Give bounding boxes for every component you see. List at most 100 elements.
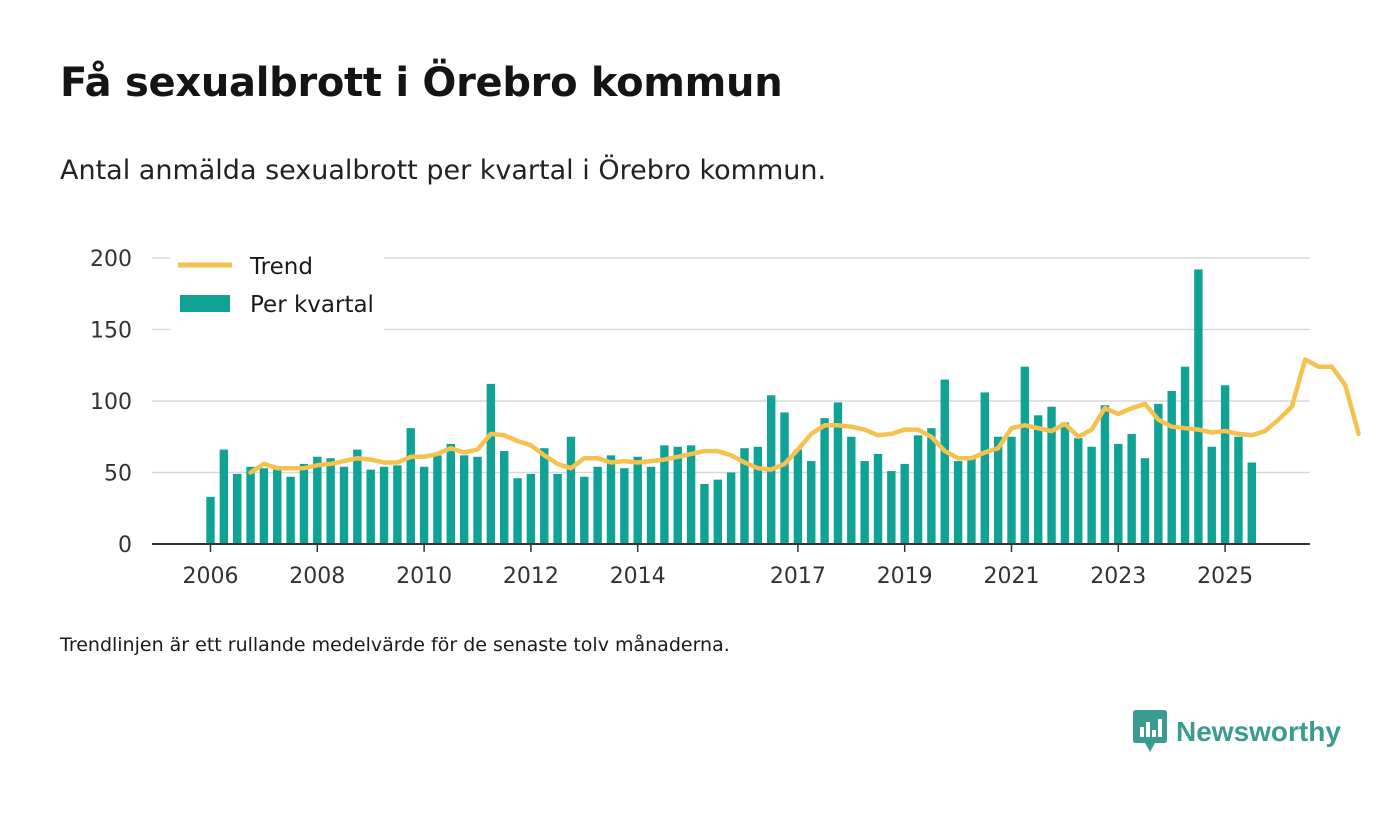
bar <box>913 435 923 544</box>
bar <box>259 468 269 544</box>
x-tick-label: 2023 <box>1090 564 1146 589</box>
newsworthy-logo-icon <box>1133 710 1167 752</box>
brand-logo: Newsworthy <box>1133 710 1341 754</box>
bar <box>206 496 215 544</box>
bar <box>513 478 522 544</box>
bar <box>473 456 482 544</box>
bar <box>807 461 816 544</box>
legend-bar-swatch <box>180 295 230 312</box>
bar <box>1180 366 1190 544</box>
bar <box>633 456 642 544</box>
bar <box>500 451 509 544</box>
chart-legend: Trend Per kvartal <box>170 250 384 332</box>
bar <box>339 466 349 544</box>
bar <box>326 458 335 544</box>
brand-name: Newsworthy <box>1176 716 1341 747</box>
bar <box>927 428 936 544</box>
bar <box>553 473 562 544</box>
bar <box>1047 406 1056 544</box>
bar <box>820 418 829 544</box>
x-tick-label: 2006 <box>183 564 239 589</box>
trend-series <box>248 357 1361 475</box>
bar <box>1100 405 1110 544</box>
chart-subtitle: Antal anmälda sexualbrott per kvartal i … <box>60 155 827 186</box>
bar <box>700 483 709 544</box>
bar <box>726 472 736 544</box>
bar <box>793 449 803 544</box>
bar <box>967 458 976 544</box>
bar <box>646 466 656 544</box>
bar <box>219 449 229 544</box>
bar <box>833 402 843 544</box>
bar <box>379 466 389 544</box>
bar <box>673 446 682 544</box>
x-tick-label: 2012 <box>503 564 559 589</box>
bar <box>686 445 696 544</box>
bar <box>847 436 856 544</box>
legend-trend-label: Trend <box>249 254 313 280</box>
bar <box>580 476 589 544</box>
x-tick-label: 2008 <box>289 564 345 589</box>
bar <box>1234 436 1243 544</box>
bar <box>1194 269 1203 544</box>
bar <box>419 466 429 544</box>
y-tick-label: 200 <box>90 247 132 272</box>
x-tick-label: 2014 <box>610 564 666 589</box>
bar <box>486 383 496 544</box>
bar <box>593 466 602 544</box>
quarterly-bar-chart: 0 50 100 150 200 2006 2008 2010 2012 2014 2017 2019… <box>90 247 1361 589</box>
bar <box>566 436 576 544</box>
bar <box>1034 415 1043 544</box>
y-tick-label: 150 <box>90 319 132 344</box>
bar <box>393 465 402 544</box>
bar <box>1127 433 1136 544</box>
bar <box>1220 385 1230 544</box>
bar <box>540 448 549 544</box>
x-tick-label: 2010 <box>396 564 452 589</box>
bar <box>366 469 375 544</box>
bar <box>406 428 415 544</box>
bar-series <box>206 269 1256 544</box>
bar <box>526 473 536 544</box>
bar <box>780 412 789 544</box>
x-tick-label: 2017 <box>770 564 826 589</box>
bar <box>713 479 722 544</box>
bar <box>1207 446 1216 544</box>
legend-bar-label: Per kvartal <box>250 292 374 318</box>
bar <box>299 463 309 544</box>
bar <box>860 461 869 544</box>
bar <box>313 456 322 544</box>
bar <box>273 469 282 544</box>
bar <box>887 471 896 544</box>
bar <box>1154 403 1163 544</box>
bar <box>1074 438 1083 544</box>
bar <box>980 392 989 544</box>
x-tick-label: 2019 <box>877 564 933 589</box>
y-tick-label: 0 <box>118 533 132 558</box>
bar <box>433 455 442 544</box>
bar <box>1020 366 1030 544</box>
bar <box>993 436 1003 544</box>
chart-title: Få sexualbrott i Örebro kommun <box>60 60 783 106</box>
y-tick-label: 50 <box>104 462 132 487</box>
bar <box>1247 462 1256 544</box>
trend-line <box>248 357 1361 475</box>
y-tick-label: 100 <box>90 390 132 415</box>
bar <box>1167 390 1176 544</box>
bar <box>620 468 629 544</box>
bar <box>233 473 242 544</box>
bar <box>660 445 669 544</box>
bar <box>740 448 749 544</box>
bar <box>940 379 949 544</box>
bar <box>353 449 362 544</box>
bar <box>286 476 295 544</box>
x-tick-label: 2025 <box>1197 564 1253 589</box>
bar <box>1087 446 1096 544</box>
bar <box>606 455 616 544</box>
bar <box>1140 458 1150 544</box>
bar <box>1114 443 1123 544</box>
axes: 0 50 100 150 200 2006 2008 2010 2012 2014 2017 2019… <box>90 247 1310 589</box>
bar <box>446 443 455 544</box>
bar <box>1007 436 1016 544</box>
x-tick-label: 2021 <box>984 564 1040 589</box>
